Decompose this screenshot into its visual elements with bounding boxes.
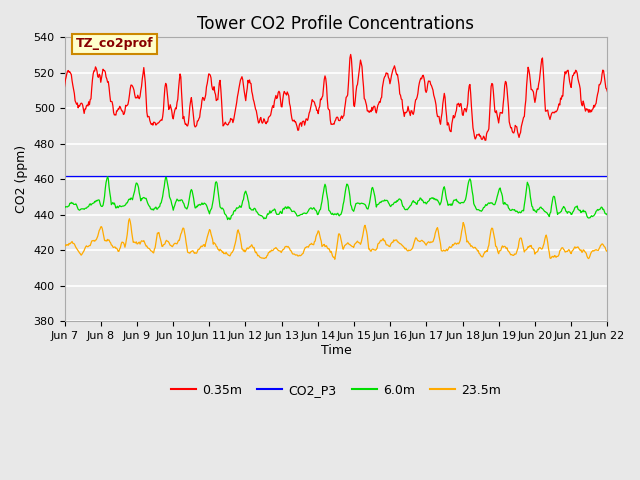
23.5m xyxy=(211,240,219,246)
6.0m xyxy=(61,205,68,211)
23.5m xyxy=(125,216,133,222)
0.35m xyxy=(70,91,78,96)
CO2_P3 xyxy=(210,173,218,179)
6.0m xyxy=(182,205,190,211)
6.0m xyxy=(403,207,411,213)
6.0m xyxy=(224,216,232,222)
6.0m xyxy=(211,185,219,191)
X-axis label: Time: Time xyxy=(321,344,351,357)
0.35m xyxy=(61,84,68,89)
0.35m xyxy=(419,73,426,79)
CO2_P3 xyxy=(61,173,68,179)
0.35m xyxy=(182,121,189,127)
CO2_P3 xyxy=(402,173,410,179)
Line: 6.0m: 6.0m xyxy=(65,177,607,219)
CO2_P3 xyxy=(126,173,134,179)
23.5m xyxy=(127,223,135,228)
0.35m xyxy=(210,84,218,90)
23.5m xyxy=(419,239,427,244)
0.35m xyxy=(347,51,355,57)
CO2_P3 xyxy=(604,173,611,179)
6.0m xyxy=(419,198,427,204)
0.35m xyxy=(604,89,611,95)
23.5m xyxy=(331,256,339,262)
Line: 23.5m: 23.5m xyxy=(65,219,607,259)
Y-axis label: CO2 (ppm): CO2 (ppm) xyxy=(15,145,28,213)
0.35m xyxy=(126,86,134,92)
CO2_P3 xyxy=(70,173,78,179)
23.5m xyxy=(61,243,68,249)
6.0m xyxy=(70,202,78,207)
Text: TZ_co2prof: TZ_co2prof xyxy=(76,37,153,50)
23.5m xyxy=(403,248,411,253)
23.5m xyxy=(70,241,78,247)
6.0m xyxy=(604,212,611,218)
23.5m xyxy=(604,248,611,253)
CO2_P3 xyxy=(182,173,189,179)
23.5m xyxy=(182,240,190,245)
CO2_P3 xyxy=(418,173,426,179)
0.35m xyxy=(403,109,410,115)
Legend: 0.35m, CO2_P3, 6.0m, 23.5m: 0.35m, CO2_P3, 6.0m, 23.5m xyxy=(166,379,506,402)
Title: Tower CO2 Profile Concentrations: Tower CO2 Profile Concentrations xyxy=(198,15,474,33)
6.0m xyxy=(104,174,111,180)
0.35m xyxy=(481,137,489,143)
Line: 0.35m: 0.35m xyxy=(65,54,607,140)
6.0m xyxy=(127,195,135,201)
